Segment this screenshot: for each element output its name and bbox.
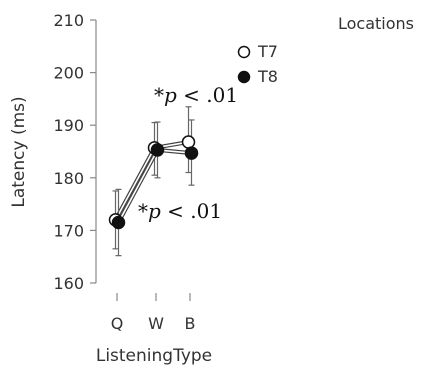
point-t8-b [184,146,199,160]
point-t8-w [150,143,165,157]
annotation-p-lower-p: p [148,199,161,223]
x-tick-label-w: W [148,314,164,333]
x-axis-title: ListeningType [96,346,212,366]
x-tick-label-q: Q [111,314,124,333]
legend-title: Locations [338,14,414,33]
x-tick-label-b: B [185,314,196,333]
legend-marker-t8 [237,70,251,84]
legend: Locations T7 T8 [237,14,414,86]
y-axis-ticks: 160 170 180 190 200 210 [53,11,96,293]
legend-label-t7: T7 [257,42,278,61]
point-t8-q [111,215,126,230]
legend-label-t8: T8 [257,67,278,86]
annotation-p-upper-rest: < .01 [177,83,238,107]
annotation-p-lower-star: * [138,199,148,223]
annotation-p-upper: *p < .01 [154,83,238,107]
y-tick-label-190: 190 [53,116,84,135]
y-tick-label-170: 170 [53,221,84,240]
y-tick-label-180: 180 [53,169,84,188]
annotation-p-lower: *p < .01 [138,199,222,223]
y-tick-label-160: 160 [53,274,84,293]
annotation-p-upper-p: p [164,83,177,107]
point-t7-b [181,135,196,149]
series-layer [108,106,199,257]
y-tick-label-210: 210 [53,11,84,30]
legend-marker-t7 [237,45,251,59]
annotation-p-lower-rest: < .01 [161,199,222,223]
y-tick-label-200: 200 [53,64,84,83]
annotation-p-upper-star: * [154,83,164,107]
y-axis-title: Latency (ms) [9,96,29,207]
